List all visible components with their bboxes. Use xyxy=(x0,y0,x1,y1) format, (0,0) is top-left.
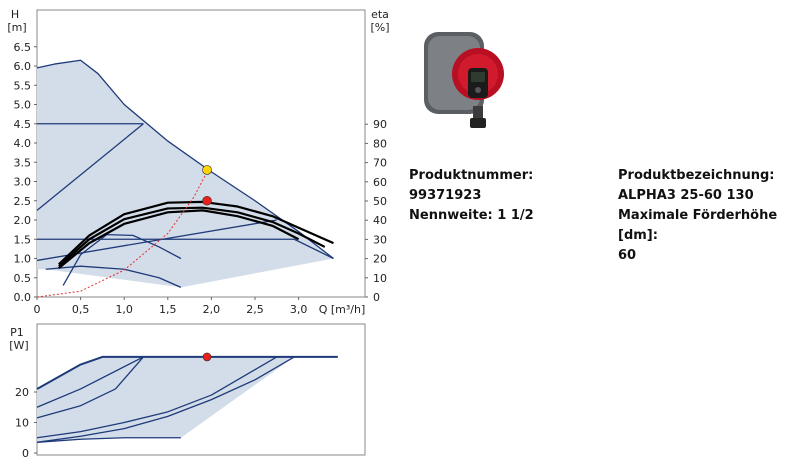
power-ytick-label: 10 xyxy=(15,417,29,430)
head-series-autoadapt-band-mid xyxy=(58,206,326,268)
eta-ytick-label: 50 xyxy=(373,195,387,208)
product-info-right: Produktbezeichnung: ALPHA3 25-60 130 Max… xyxy=(618,166,800,266)
power-series-power-curve-3 xyxy=(36,356,278,439)
nominal-size-label: Nennweite: xyxy=(409,208,493,223)
eta-axis-unit: [%] xyxy=(370,21,389,34)
power-operating-area xyxy=(37,356,338,443)
circulator-pump-photo xyxy=(418,18,518,134)
head-xtick-label: 1,5 xyxy=(159,303,177,316)
head-point-duty-point-max-curve xyxy=(202,165,212,175)
eta-ytick-label: 30 xyxy=(373,233,387,246)
head-ytick-label: 3.5 xyxy=(14,156,32,169)
product-info-left: Produktnummer: 99371923 Nennweite: 1 1/2 xyxy=(409,166,599,226)
head-ytick-label: 6.5 xyxy=(14,41,32,54)
head-ytick-label: 0.5 xyxy=(14,272,32,285)
product-number-label: Produktnummer: xyxy=(409,168,534,183)
max-head-label: Maximale Förderhöhe [dm]: xyxy=(618,208,778,243)
pump-image xyxy=(424,32,504,128)
nominal-size: 1 1/2 xyxy=(497,208,534,223)
head-ytick-label: 1.0 xyxy=(14,253,32,266)
product-number: 99371923 xyxy=(409,188,482,203)
power-axis-title: P1 xyxy=(10,326,24,339)
product-designation-label: Produktbezeichnung: xyxy=(618,168,775,183)
eta-ytick-label: 0 xyxy=(373,291,380,304)
head-series-low-curve-2 xyxy=(62,233,182,286)
eta-ytick-label: 40 xyxy=(373,214,387,227)
eta-ytick-label: 20 xyxy=(373,253,387,266)
power-series-power-curve-4 xyxy=(36,356,295,443)
head-axis-title: H xyxy=(11,8,19,21)
power-ytick-label: 0 xyxy=(22,447,29,460)
head-xtick-label: 2,0 xyxy=(203,303,221,316)
head-ytick-label: 0.0 xyxy=(14,291,32,304)
head-xtick-label: 3,0 xyxy=(290,303,308,316)
power-series-power-max xyxy=(36,355,338,390)
product-designation: ALPHA3 25-60 130 xyxy=(618,188,754,203)
eta-ytick-label: 90 xyxy=(373,118,387,131)
eta-ytick-label: 60 xyxy=(373,176,387,189)
eta-ytick-label: 80 xyxy=(373,137,387,150)
head-ytick-label: 4.0 xyxy=(14,137,32,150)
head-series-autoadapt-band-lower xyxy=(58,209,300,269)
head-ytick-label: 1.5 xyxy=(14,233,32,246)
head-point-duty-point xyxy=(202,195,212,206)
head-series-low-curve-1 xyxy=(45,265,182,288)
head-xtick-label: 1,0 xyxy=(115,303,133,316)
eta-ytick-label: 10 xyxy=(373,272,387,285)
eta-axis-title: eta xyxy=(371,8,389,21)
head-xtick-label: 0 xyxy=(34,303,41,316)
head-ytick-label: 4.5 xyxy=(14,118,32,131)
head-xtick-label: 0,5 xyxy=(72,303,90,316)
head-xtick-label: 2,5 xyxy=(246,303,264,316)
head-ytick-label: 2.5 xyxy=(14,195,32,208)
head-series-proportional-line-1 xyxy=(36,123,144,211)
head-ytick-label: 6.0 xyxy=(14,60,32,73)
head-xaxis-title: Q [m³/h] xyxy=(319,303,366,316)
power-series-power-low xyxy=(36,437,181,443)
nominal-size-row: Nennweite: 1 1/2 xyxy=(409,206,599,226)
head-ytick-label: 5.5 xyxy=(14,79,32,92)
head-series-max-head-curve xyxy=(36,59,334,260)
max-head-value: 60 xyxy=(618,248,637,263)
head-ytick-label: 5.0 xyxy=(14,99,32,112)
product-number-row: Produktnummer: 99371923 xyxy=(409,166,599,206)
power-series-power-curve-1 xyxy=(36,356,144,408)
eta-ytick-label: 70 xyxy=(373,157,387,170)
head-axis-unit: [m] xyxy=(7,21,26,34)
head-ytick-label: 2.0 xyxy=(14,214,32,227)
power-axis-unit: [W] xyxy=(9,339,28,352)
power-ytick-label: 20 xyxy=(15,386,29,399)
power-point-duty-point-power xyxy=(202,352,212,362)
head-ytick-label: 3.0 xyxy=(14,176,32,189)
head-series-constant-pressure-1.5 xyxy=(37,238,334,260)
head-series-system-curve xyxy=(36,171,208,298)
power-series-power-curve-2 xyxy=(36,356,144,419)
